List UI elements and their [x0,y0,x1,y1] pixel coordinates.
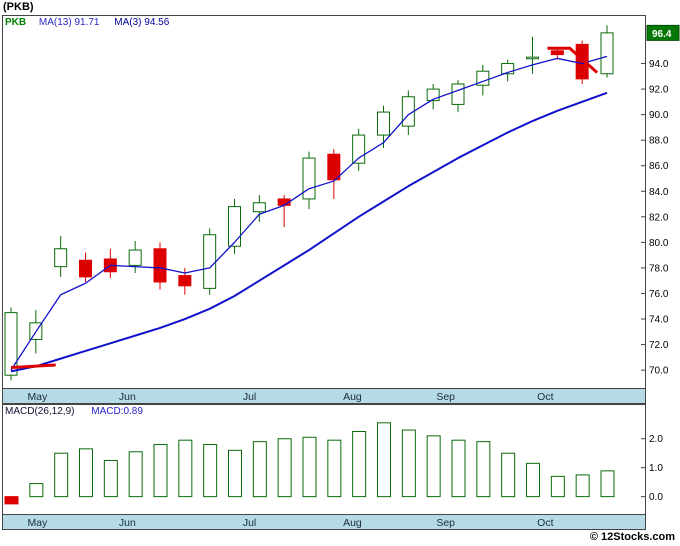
svg-text:0.0: 0.0 [649,492,663,503]
page-title: (PKB) [3,1,34,13]
svg-text:Jun: Jun [119,391,136,403]
svg-text:84.0: 84.0 [649,187,669,198]
svg-text:80.0: 80.0 [649,238,669,249]
macd-label: MACD(26,12,9) [5,406,75,417]
macd-header: MACD(26,12,9) MACD:0.89 [5,406,143,417]
svg-text:90.0: 90.0 [649,110,669,121]
svg-text:Oct: Oct [537,391,553,403]
svg-text:94.0: 94.0 [649,59,669,70]
ma3-legend: MA(3) 94.56 [114,17,170,28]
svg-text:74.0: 74.0 [649,315,669,326]
macd-value-label: MACD:0.89 [91,406,143,417]
svg-text:82.0: 82.0 [649,212,669,223]
copyright-footer: © 12Stocks.com [589,531,675,543]
svg-text:Jun: Jun [119,517,136,529]
svg-text:1.0: 1.0 [649,463,663,474]
svg-text:96.4: 96.4 [652,29,672,40]
svg-text:78.0: 78.0 [649,263,669,274]
svg-text:Sep: Sep [436,517,455,529]
svg-text:76.0: 76.0 [649,289,669,300]
svg-text:Aug: Aug [343,517,362,529]
price-chart-svg: May Jun Jul Aug Sep Oct 94.0 92.0 90.0 88.0 86.0 84… [2,15,680,404]
ma13-legend: MA(13) 91.71 [38,17,100,28]
svg-text:Jul: Jul [243,391,256,403]
svg-text:92.0: 92.0 [649,85,669,96]
svg-text:Oct: Oct [537,517,553,529]
svg-text:May: May [27,391,48,403]
svg-text:Sep: Sep [436,391,455,403]
symbol-label: PKB [5,17,27,28]
macd-chart-svg: May Jun Jul Aug Sep Oct 2.0 1.0 0.0 [2,404,663,530]
svg-text:88.0: 88.0 [649,136,669,147]
svg-text:72.0: 72.0 [649,340,669,351]
svg-text:2.0: 2.0 [649,434,663,445]
svg-text:70.0: 70.0 [649,366,669,377]
svg-text:May: May [27,517,48,529]
svg-text:Jul: Jul [243,517,256,529]
chart-legend: PKB MA(13) 91.71 MA(3) 94.56 [5,17,169,28]
svg-text:Aug: Aug [343,391,362,403]
svg-text:86.0: 86.0 [649,161,669,172]
